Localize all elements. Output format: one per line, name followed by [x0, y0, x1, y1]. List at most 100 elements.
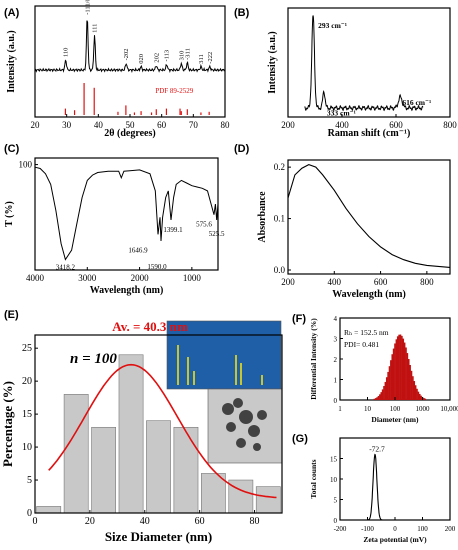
hist-x-tick-label: 20 — [85, 516, 95, 527]
zeta-y-tick-label: 10 — [330, 476, 338, 484]
ftir-x-tick-label: 4000 — [26, 273, 45, 283]
uvvis-y-axis-label: Absorbance — [257, 191, 268, 243]
zeta-plot-frame — [339, 437, 451, 521]
dls-y-tick-label: 1 — [334, 377, 338, 385]
dls-x-axis-label: Diameter (nm) — [371, 415, 419, 424]
dls-y-tick-label: 0 — [334, 397, 338, 405]
raman-panel-label: (B) — [234, 7, 250, 19]
panel-b-raman: (B) 293 cm⁻¹ 333 cm⁻¹ 616 cm⁻¹ 200 400 600 800 R… — [230, 0, 458, 140]
xrd-peak-label: 020 — [138, 54, 145, 64]
raman-spectrum-line — [304, 15, 424, 112]
hist-panel-label: (E) — [4, 309, 19, 321]
panel-f-dls: (F) Rₕ = 152.5 nm PDI= 0.481 1 10 100 1000 10,0… — [290, 310, 458, 430]
xrd-pattern-line — [35, 20, 225, 73]
panel-a-xrd: (A) 110 -111/002 111 -202 020 202 -113 310 -311 31… — [0, 0, 230, 140]
hist-y-tick-label: 10 — [22, 442, 32, 453]
raman-peak-label: 333 cm⁻¹ — [327, 108, 356, 117]
xrd-panel-label: (A) — [4, 7, 20, 19]
zeta-panel-label: (G) — [292, 433, 308, 445]
dls-x-tick-label: 10,000 — [440, 405, 458, 413]
ftir-x-tick-label: 2000 — [131, 273, 150, 283]
ftir-y-tick-label: 100 — [19, 160, 33, 170]
hist-x-tick-label: 80 — [250, 516, 260, 527]
uvvis-x-tick-label: 600 — [374, 277, 388, 287]
hist-y-tick-label: 5 — [27, 475, 32, 486]
dls-x-tick-label: 1 — [338, 405, 342, 413]
xrd-x-tick-label: 20 — [31, 120, 41, 130]
ftir-peak-label: 3418.2 — [56, 263, 76, 271]
xrd-peak-label: -113 — [164, 50, 171, 62]
xrd-reference-label: PDF 89-2529 — [155, 87, 193, 95]
histogram-bar — [173, 426, 199, 514]
histogram-bar — [146, 420, 171, 514]
zeta-peak-label: -72.7 — [369, 444, 385, 453]
ftir-peak-label: 575.6 — [196, 221, 212, 229]
raman-y-axis-label: Intensity (a.u.) — [267, 31, 278, 94]
ftir-x-tick-label: 3000 — [78, 273, 97, 283]
tem-nanoparticle — [226, 422, 236, 432]
uvvis-x-tick-label: 200 — [281, 277, 295, 287]
ftir-peak-label: 1646.9 — [128, 246, 148, 254]
xrd-peak-label: 311 — [198, 54, 205, 64]
uvvis-chart: (D) 200 400 600 800 0.0 0.1 0.2 Wavelength (nm) A… — [234, 143, 451, 300]
xrd-x-tick-label: 80 — [221, 120, 231, 130]
hist-plot-frame — [34, 334, 283, 514]
xrd-x-tick-label: 40 — [94, 120, 104, 130]
raman-x-axis-label: Raman shift (cm⁻¹) — [328, 128, 411, 139]
uvvis-y-tick-label: 0.0 — [274, 265, 286, 275]
zeta-x-tick-label: -200 — [334, 525, 347, 533]
hist-x-tick-label: 60 — [195, 516, 205, 527]
histogram-bar — [91, 426, 116, 514]
ftir-y-axis-label: T (%) — [4, 201, 15, 227]
xrd-x-tick-label: 50 — [126, 120, 136, 130]
raman-chart: (B) 293 cm⁻¹ 333 cm⁻¹ 616 cm⁻¹ 200 400 600 800 R… — [234, 7, 457, 139]
tem-nanoparticle — [233, 398, 243, 408]
uvvis-absorbance-line — [287, 164, 451, 268]
uvvis-x-tick-label: 400 — [328, 277, 342, 287]
gaussian-fit-curve — [48, 363, 277, 499]
xrd-x-axis-label: 2θ (degrees) — [104, 128, 155, 139]
panel-g-zeta: (G) -72.7 -200 -100 0 100 200 0 5 10 15 Zeta potent… — [290, 430, 458, 550]
histogram-bar — [118, 354, 144, 514]
tem-nanoparticle — [239, 410, 253, 424]
ftir-spectrum-line — [34, 166, 219, 261]
zeta-y-axis-label: Total counts — [309, 459, 318, 498]
zeta-x-tick-label: -100 — [361, 525, 374, 533]
raman-plot-frame — [287, 7, 451, 118]
uvvis-y-tick-label: 0.2 — [274, 162, 285, 172]
tem-nanoparticle — [236, 438, 246, 448]
hist-x-tick-label: 40 — [140, 516, 150, 527]
dls-y-tick-label: 4 — [334, 315, 338, 323]
raman-x-tick-label: 400 — [335, 120, 349, 130]
ftir-panel-label: (C) — [4, 143, 20, 155]
tem-nanoparticle — [257, 410, 267, 420]
ftir-peak-label: 1399.1 — [163, 226, 183, 234]
xrd-peak-label: 202 — [153, 53, 160, 63]
zeta-x-tick-label: 0 — [393, 525, 397, 533]
uvvis-x-axis-label: Wavelength (nm) — [332, 289, 406, 300]
xrd-peak-label: -311 — [184, 48, 191, 60]
uvvis-panel-label: (D) — [234, 143, 250, 155]
raman-x-tick-label: 800 — [443, 120, 457, 130]
hist-y-tick-label: 25 — [22, 343, 32, 354]
dls-y-axis-label: Differential Intensity (%) — [309, 318, 318, 400]
xrd-y-axis-label: Intensity (a.u.) — [6, 30, 17, 93]
dls-x-tick-label: 1000 — [416, 405, 431, 413]
hist-y-axis-label: Percentage (%) — [0, 381, 15, 467]
ftir-peak-label: 1590.0 — [147, 263, 167, 271]
xrd-plot-frame — [34, 5, 226, 118]
raman-x-tick-label: 200 — [281, 120, 295, 130]
tem-nanoparticle — [248, 425, 260, 437]
size-histogram-chart: (E) Av. = 40.3 nm n = 100 0 20 40 60 80 0 5 10 15 20… — [0, 309, 283, 544]
histogram-bar — [63, 394, 89, 514]
xrd-peak-label: 310 — [178, 51, 185, 61]
xrd-peak-label: -202 — [123, 48, 130, 60]
sample-count-label: n = 100 — [70, 351, 117, 367]
xrd-x-tick-label: 70 — [189, 120, 199, 130]
zeta-x-axis-label: Zeta potential (mV) — [363, 535, 427, 544]
uvvis-x-tick-label: 800 — [420, 277, 434, 287]
ftir-plot-frame — [34, 157, 219, 271]
hist-x-axis-label: Size Diameter (nm) — [105, 529, 212, 544]
